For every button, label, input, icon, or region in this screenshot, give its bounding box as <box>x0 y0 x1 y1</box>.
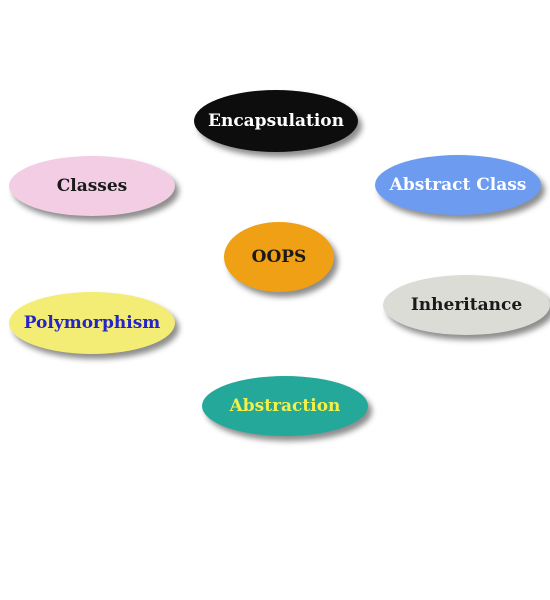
node-inheritance: Inheritance <box>383 275 550 335</box>
node-polymorphism: Polymorphism <box>9 292 175 354</box>
node-oops-center: OOPS <box>224 222 334 292</box>
node-classes: Classes <box>9 156 175 216</box>
node-abstraction: Abstraction <box>202 376 368 436</box>
node-classes-label: Classes <box>56 176 128 196</box>
node-polymorphism-label: Polymorphism <box>23 313 161 333</box>
node-inheritance-label: Inheritance <box>410 295 523 315</box>
node-oops-label: OOPS <box>251 247 307 267</box>
node-abstract-class: Abstract Class <box>375 155 541 215</box>
node-abstraction-label: Abstraction <box>229 396 341 416</box>
node-encapsulation-label: Encapsulation <box>208 111 344 131</box>
node-encapsulation: Encapsulation <box>194 90 358 152</box>
node-abstract-class-label: Abstract Class <box>389 175 527 195</box>
